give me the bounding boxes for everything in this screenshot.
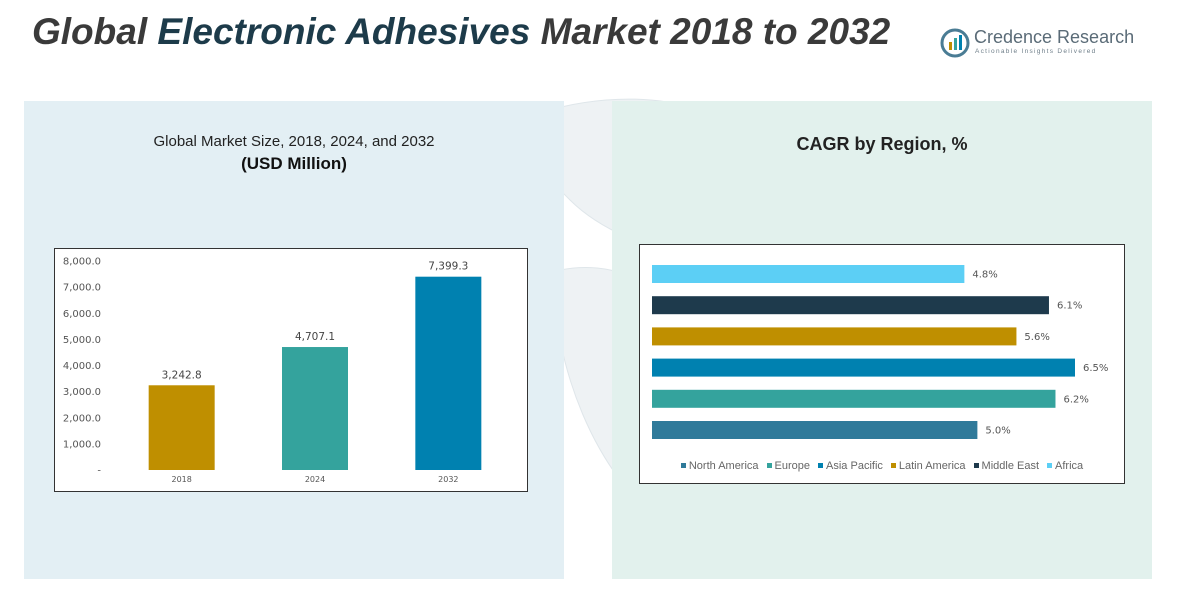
x-tick-label: 2024 (305, 475, 325, 484)
bar-value-label: 5.0% (985, 426, 1010, 437)
logo-name: Credence Research (974, 27, 1135, 47)
legend-swatch (890, 462, 896, 468)
legend-swatch (680, 462, 686, 468)
legend-item: Latin America (890, 460, 966, 472)
legend-item: Middle East (973, 460, 1040, 472)
market-size-chart: - 1,000.0 2,000.0 3,000.0 4,000.0 5,000.0 6,00… (54, 248, 528, 492)
cagr-chart-plot: 5.0% 6.2% 6.5% 5.6% 6.1% 4.8% (652, 265, 1108, 439)
y-tick-label: 1,000.0 (63, 439, 101, 450)
cagr-chart: 5.0% 6.2% 6.5% 5.6% 6.1% 4.8% North America Eu… (639, 244, 1125, 484)
legend-label: Africa (1055, 460, 1084, 472)
page-title: Global Electronic Adhesives Market 2018 … (32, 8, 892, 56)
y-tick-label: 7,000.0 (63, 283, 101, 294)
legend-label: Latin America (898, 460, 966, 472)
legend-swatch (1047, 462, 1053, 468)
bar-africa (652, 265, 965, 283)
cagr-legend: North America Europe Asia Pacific Latin Ame… (640, 460, 1124, 472)
legend-swatch (973, 462, 979, 468)
bar-value-label: 6.1% (1057, 301, 1082, 312)
x-tick-label: 2018 (171, 475, 191, 484)
legend-item: Asia Pacific (818, 460, 883, 472)
bar-value-label: 4.8% (972, 270, 997, 281)
x-tick-label: 2032 (438, 475, 458, 484)
legend-swatch (818, 462, 824, 468)
y-tick-label: 8,000.0 (63, 257, 101, 268)
bar-north-america (652, 421, 978, 439)
legend-label: Middle East (981, 460, 1040, 472)
credence-research-logo: Credence Research Actionable Insights De… (940, 26, 1134, 60)
bar-latin-america (652, 327, 1017, 346)
bar-2018 (148, 385, 215, 470)
market-size-chart-title: Global Market Size, 2018, 2024, and 2032 (153, 133, 435, 150)
title-highlight: Electronic Adhesives (157, 11, 531, 52)
legend-item: North America (680, 460, 759, 472)
y-tick-label: 3,000.0 (63, 387, 101, 398)
bar-value-label: 4,707.1 (295, 331, 335, 343)
y-tick-label: - (97, 466, 101, 477)
bar-europe (652, 389, 1056, 408)
legend-label: North America (688, 460, 759, 472)
bar-asia-pacific (652, 358, 1075, 377)
y-tick-label: 5,000.0 (63, 335, 101, 346)
bar-value-label: 6.5% (1083, 363, 1108, 374)
y-tick-label: 2,000.0 (63, 413, 101, 424)
legend-label: Europe (774, 460, 811, 472)
bar-value-label: 7,399.3 (428, 261, 468, 273)
bar-value-label: 6.2% (1063, 394, 1088, 405)
title-suffix: Market 2018 to 2032 (540, 11, 891, 52)
logo-mark-icon (940, 28, 970, 58)
bar-2032 (415, 276, 482, 470)
y-tick-label: 4,000.0 (63, 361, 101, 372)
bar-2024 (282, 347, 348, 470)
bar-value-label: 3,242.8 (162, 369, 202, 381)
y-tick-label: 6,000.0 (63, 309, 101, 320)
bar-middle-east (652, 296, 1049, 315)
legend-swatch (766, 462, 772, 468)
legend-label: Asia Pacific (826, 460, 883, 472)
legend-item: Europe (766, 460, 811, 472)
legend-item: Africa (1047, 460, 1083, 472)
title-prefix: Global (32, 11, 148, 52)
bar-value-label: 5.6% (1024, 332, 1049, 343)
market-size-chart-plot: - 1,000.0 2,000.0 3,000.0 4,000.0 5,000.0 6,00… (63, 257, 482, 484)
market-size-chart-subtitle: (USD Million) (241, 154, 347, 173)
logo-tagline: Actionable Insights Delivered (975, 48, 1097, 55)
cagr-chart-title: CAGR by Region, % (796, 134, 968, 154)
